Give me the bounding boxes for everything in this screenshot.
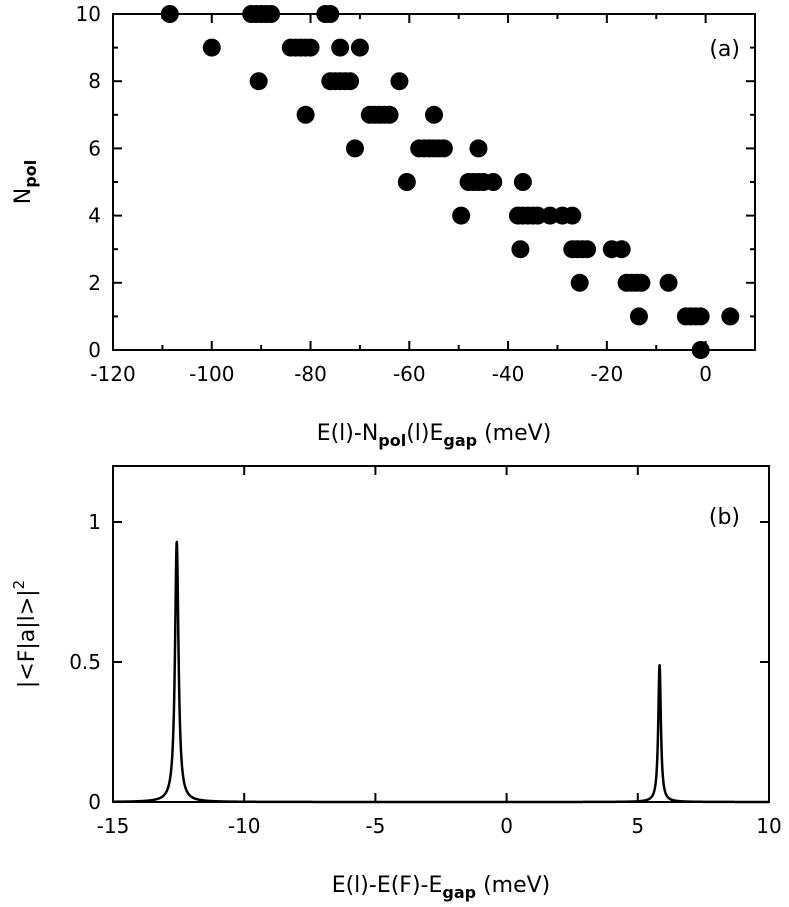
panel-b-x-ticks: -15 -10 -5 0 5 10 [97,466,782,838]
panel-a-data-point [341,72,360,91]
panel-a-data-point [612,240,631,259]
panel-b-x-tick-label: -5 [365,814,385,838]
panel-b-ylabel-text: |<F|a|l>| [15,589,40,688]
panel-a-x-tick-label: -20 [591,362,624,386]
panel-a-xlabel-base: E(l)-N [317,421,379,446]
panel-b-ylabel-sup: 2 [10,580,28,590]
panel-a-y-axis-label: Npol [11,160,40,204]
panel-a-data-point [632,273,651,292]
panel-a-data-point [202,38,221,57]
panel-a-data-point [321,5,340,23]
panel-a-data-point [511,240,530,259]
panel-b-spectrum-line [111,540,771,804]
panel-a-data-point [160,5,179,23]
panel-a-data-point [345,139,364,158]
panel-a-data-point [380,105,399,124]
panel-a-x-tick-label: -100 [189,362,234,386]
panel-a-data-point [397,173,416,191]
panel-b-y-tick-label: 1 [88,510,101,534]
panel-b-xlabel-base: E(l)-E(F)-E [332,873,443,898]
panel-b-x-tick-label: 10 [756,814,781,838]
panel-a-data-point [570,273,589,292]
panel-a-x-axis-label: E(l)-Npol(l)Egap (meV) [317,421,552,450]
panel-b-x-tick-label: 5 [631,814,644,838]
panel-a-y-tick-label: 0 [88,338,101,362]
panel-b-x-tick-label: -10 [228,814,261,838]
panel-b-x-tick-label: -15 [97,814,130,838]
panel-b-xlabel-tail: (meV) [476,873,550,898]
panel-a-ylabel-sub: pol [21,160,40,188]
panel-a-data-point [425,105,443,124]
panel-a-data-point [469,139,488,158]
panel-a-y-tick-label: 8 [88,69,101,93]
panel-a-data-point [434,139,453,158]
panel-b-line: -15 -10 -5 0 5 10 0 0.5 1 (b) E(l)-E(F)-Egap (m… [10,465,782,902]
panel-a-data-point [249,72,268,91]
panel-a-data-point [629,307,648,326]
panel-a-x-tick-label: -80 [294,362,327,386]
panel-a-data-point [390,72,409,91]
panel-a-y-tick-label: 2 [88,271,101,295]
panel-a-plot-frame [112,13,756,351]
panel-a-data-point [513,173,532,191]
panel-a-xlabel-tail: (meV) [477,421,551,446]
panel-a-data-point [452,206,471,225]
panel-a-data-point [578,240,597,259]
panel-a-label: (a) [709,37,740,62]
panel-a-xlabel-sub1: pol [378,431,406,450]
panel-b-xlabel-sub: gap [442,883,476,902]
panel-a-data-point [296,105,315,124]
panel-b-plot-frame [112,465,770,803]
panel-a-xlabel-mid: (l)E [406,421,443,446]
panel-a-data-point [691,341,710,359]
panel-a-x-tick-label: -120 [90,362,135,386]
panel-a-data-point [350,38,369,57]
panel-a-ylabel-base: N [11,188,36,204]
panel-a-y-tick-label: 6 [88,136,101,160]
panel-a-y-ticks: 0 2 4 6 8 10 [76,2,755,362]
panel-a-data-point [691,307,710,326]
panel-a-scatter: -120 -100 -80 -60 -40 -20 0 0 2 4 6 8 10 (a) E(l)-N… [11,2,756,450]
panel-b-x-tick-label: 0 [500,814,513,838]
panel-a-points [160,5,740,359]
panel-a-data-point [528,206,547,225]
panel-a-data-point [721,307,740,326]
panel-a-data-point [301,38,320,57]
panel-a-x-tick-label: -60 [393,362,426,386]
panel-a-x-tick-label: -40 [492,362,525,386]
panel-b-label: (b) [709,505,740,530]
panel-b-y-tick-label: 0 [88,790,101,814]
panel-b-y-tick-label: 0.5 [69,650,101,674]
panel-a-x-tick-label: 0 [699,362,712,386]
panel-b-y-axis-label: |<F|a|l>|2 [10,580,40,688]
panel-a-data-point [484,173,503,191]
panel-a-xlabel-sub2: gap [443,431,477,450]
panel-b-x-axis-label: E(l)-E(F)-Egap (meV) [332,873,551,902]
panel-a-data-point [331,38,350,57]
panel-a-data-point [659,273,678,292]
panel-a-x-ticks: -120 -100 -80 -60 -40 -20 0 [90,14,712,386]
panel-a-y-tick-label: 10 [76,2,101,26]
panel-a-y-tick-label: 4 [88,204,101,228]
panel-a-data-point [262,5,281,23]
panel-a-data-point [563,206,582,225]
panel-a-data-point [541,206,560,225]
